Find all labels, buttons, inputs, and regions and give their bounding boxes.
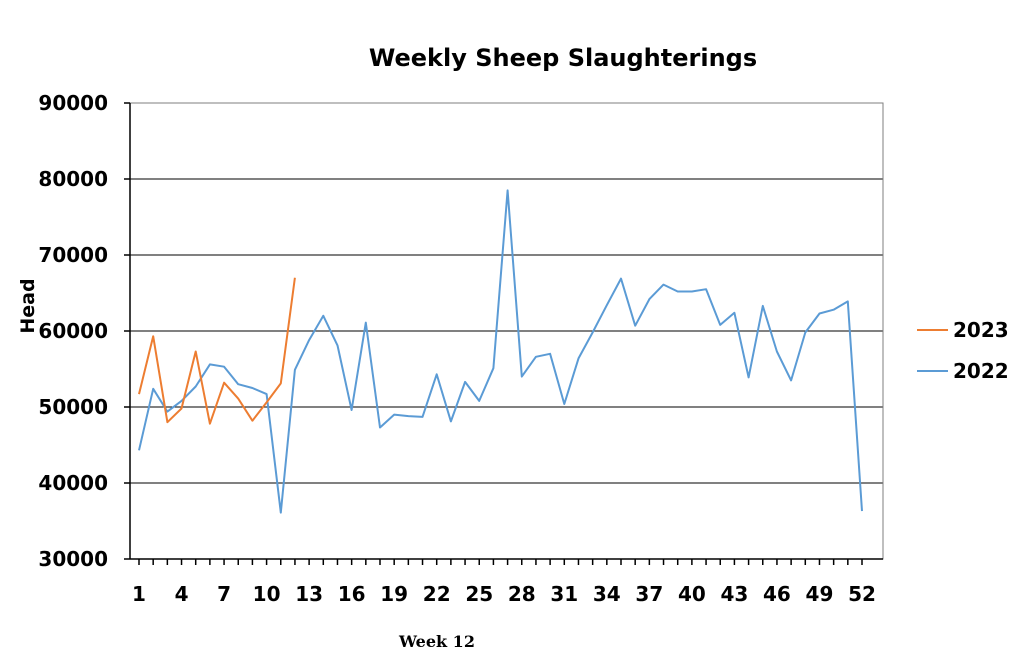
- x-tick-label: 10: [253, 582, 281, 606]
- x-ticks: 1 4 7 10 13 16 19 22 25 28 31 34 37 40 43 46 49 52: [132, 559, 876, 606]
- x-tick-label: 52: [848, 582, 876, 606]
- x-tick-label: 34: [593, 582, 621, 606]
- x-tick-label: 22: [423, 582, 451, 606]
- x-tick-label: 4: [175, 582, 189, 606]
- series-lines: [138, 189, 863, 514]
- y-tick-label: 50000: [38, 395, 108, 419]
- footer-note: Week 12: [399, 632, 475, 651]
- y-axis-label: Head: [17, 278, 39, 333]
- chart-title: Weekly Sheep Slaughterings: [369, 44, 757, 72]
- gridlines: [130, 102, 883, 484]
- series-line-2023: [138, 277, 296, 425]
- legend: 2023 2022: [917, 318, 1009, 383]
- x-tick-label: 16: [338, 582, 366, 606]
- y-tick-label: 60000: [38, 319, 108, 343]
- x-tick-label: 1: [132, 582, 146, 606]
- x-tick-label: 19: [380, 582, 408, 606]
- x-tick-label: 49: [806, 582, 834, 606]
- x-tick-label: 25: [465, 582, 493, 606]
- y-tick-label: 30000: [38, 547, 108, 571]
- y-tick-label: 40000: [38, 471, 108, 495]
- x-tick-label: 37: [635, 582, 663, 606]
- x-tick-label: 31: [550, 582, 578, 606]
- y-ticks: 30000 40000 50000 60000 70000 80000 90000: [38, 91, 130, 571]
- x-tick-label: 43: [720, 582, 748, 606]
- legend-label-2022: 2022: [953, 359, 1009, 383]
- y-tick-label: 80000: [38, 167, 108, 191]
- x-tick-label: 13: [295, 582, 323, 606]
- y-tick-label: 90000: [38, 91, 108, 115]
- x-tick-label: 28: [508, 582, 536, 606]
- legend-label-2023: 2023: [953, 318, 1009, 342]
- x-tick-label: 46: [763, 582, 791, 606]
- x-tick-label: 40: [678, 582, 706, 606]
- series-line-2022: [138, 189, 863, 514]
- x-tick-label: 7: [217, 582, 231, 606]
- y-tick-label: 70000: [38, 243, 108, 267]
